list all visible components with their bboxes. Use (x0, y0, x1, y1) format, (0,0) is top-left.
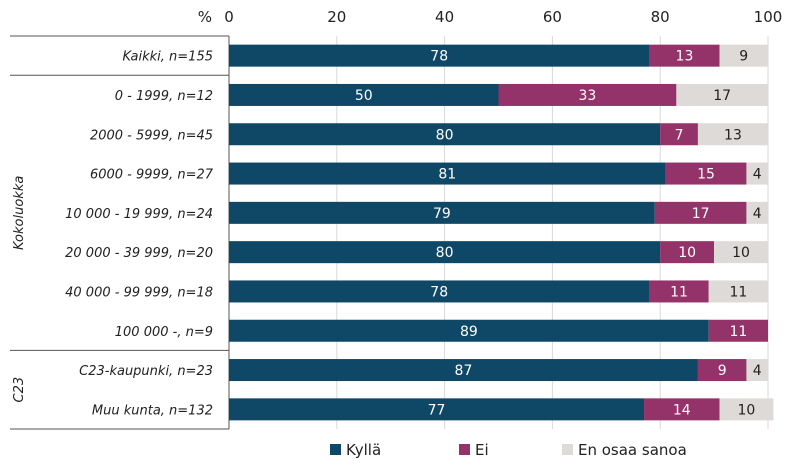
data-label: 4 (753, 363, 762, 379)
bar-segment (644, 398, 720, 421)
data-label: 10 (738, 402, 756, 418)
bar-segment (654, 201, 747, 224)
data-label: 80 (436, 127, 454, 143)
bar-segment (660, 123, 698, 146)
data-label: 11 (729, 284, 747, 300)
x-tick-label: 20 (327, 8, 346, 26)
bar-segment (229, 83, 499, 106)
bar-segment (660, 241, 715, 264)
bar-segment (746, 359, 768, 382)
data-label: 10 (678, 245, 696, 261)
bar-segment (229, 123, 661, 146)
category-label: 10 000 - 19 999, n=24 (65, 207, 213, 222)
bar-segment (649, 44, 720, 67)
data-label: 13 (724, 127, 742, 143)
category-label: 6000 - 9999, n=27 (90, 168, 214, 183)
bar-segment (229, 44, 650, 67)
axis-unit-label: % (198, 8, 212, 26)
bar-segment (697, 123, 768, 146)
bar-segment (229, 280, 650, 303)
legend-label: En osaa sanoa (578, 441, 687, 459)
data-label: 15 (697, 167, 715, 183)
category-label: 2000 - 5999, n=45 (90, 128, 213, 143)
bar-segment (229, 319, 709, 342)
data-label: 10 (732, 245, 750, 261)
category-labels: Kaikki, n=155 0 - 1999, n=12 2000 - 5999, … (65, 50, 214, 419)
data-label: 11 (670, 284, 688, 300)
bar-segment (229, 162, 666, 185)
data-label: 87 (455, 363, 473, 379)
data-label: 9 (718, 363, 727, 379)
category-label: 20 000 - 39 999, n=20 (65, 246, 213, 261)
category-label: 100 000 -, n=9 (115, 325, 213, 340)
data-label: 78 (430, 284, 448, 300)
data-label: 81 (438, 167, 456, 183)
data-label: 78 (430, 49, 448, 65)
legend-swatch (562, 444, 573, 455)
data-label: 17 (692, 206, 710, 222)
x-tick-label: 60 (543, 8, 562, 26)
data-label: 17 (713, 88, 731, 104)
bar-segment (714, 241, 768, 264)
group-label: C23 (12, 377, 27, 403)
data-label: 80 (436, 245, 454, 261)
bar-segment (649, 280, 709, 303)
x-tick-labels: 0 20 40 60 80 100 (224, 8, 782, 26)
bars: 78 13 9 50 33 17 80 7 13 81 15 4 79 17 4 80 10 10 78 11 11 89… (229, 44, 774, 421)
data-label: 77 (428, 402, 446, 418)
data-label: 4 (753, 206, 762, 222)
legend-swatch (330, 444, 341, 455)
data-label: 7 (675, 127, 684, 143)
data-label: 50 (355, 88, 373, 104)
data-label: 89 (460, 324, 478, 340)
x-tick-label: 40 (435, 8, 454, 26)
bar-segment (498, 83, 677, 106)
data-label: 11 (729, 324, 747, 340)
category-label: 40 000 - 99 999, n=18 (65, 285, 213, 300)
bar-segment (719, 44, 768, 67)
legend-swatch (459, 444, 470, 455)
bar-segment (719, 398, 774, 421)
data-label: 4 (753, 167, 762, 183)
bar-segment (229, 359, 698, 382)
bar-segment (708, 319, 768, 342)
bar-segment (229, 201, 655, 224)
category-label: Muu kunta, n=132 (92, 403, 213, 418)
data-label: 9 (739, 49, 748, 65)
category-label: C23-kaupunki, n=23 (79, 364, 213, 379)
group-labels: Kokoluokka C23 (12, 176, 27, 403)
legend-label: Ei (475, 441, 489, 459)
group-label: Kokoluokka (12, 176, 27, 250)
x-tick-label: 100 (754, 8, 783, 26)
bar-segment (665, 162, 747, 185)
bar-segment (697, 359, 747, 382)
bar-segment (229, 241, 661, 264)
bar-segment (746, 201, 768, 224)
category-label: Kaikki, n=155 (122, 50, 213, 65)
bar-segment (676, 83, 768, 106)
data-label: 33 (579, 88, 597, 104)
data-label: 13 (676, 49, 694, 65)
data-label: 14 (673, 402, 691, 418)
legend: Kyllä Ei En osaa sanoa (330, 441, 687, 459)
x-tick-label: 80 (651, 8, 670, 26)
bar-segment (746, 162, 768, 185)
x-tick-label: 0 (224, 8, 234, 26)
category-label: 0 - 1999, n=12 (115, 89, 213, 104)
data-label: 79 (433, 206, 451, 222)
legend-label: Kyllä (346, 441, 381, 459)
bar-segment (229, 398, 645, 421)
bar-segment (708, 280, 768, 303)
